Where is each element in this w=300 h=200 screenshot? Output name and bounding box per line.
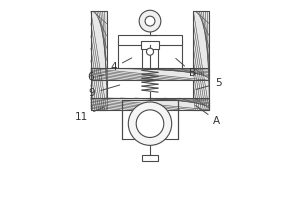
Bar (158, 41, 182, 68)
Bar (122, 100, 178, 139)
Ellipse shape (128, 102, 172, 145)
Text: B: B (176, 58, 196, 78)
Circle shape (139, 10, 161, 32)
Bar (147, 119, 153, 129)
Bar (118, 35, 182, 45)
Text: 5: 5 (196, 78, 222, 89)
Text: A: A (196, 106, 220, 126)
Bar (146, 114, 154, 134)
Ellipse shape (136, 110, 164, 137)
Text: 11: 11 (75, 107, 104, 122)
Bar (106, 80, 194, 98)
Circle shape (145, 16, 155, 26)
Bar (91, 11, 106, 110)
Bar (142, 155, 158, 161)
Text: 4: 4 (111, 58, 132, 72)
Circle shape (146, 48, 154, 55)
Bar (194, 11, 209, 110)
Bar (141, 41, 159, 49)
Bar (118, 41, 142, 68)
Text: 9: 9 (89, 85, 120, 98)
Bar (91, 68, 209, 80)
Text: 6: 6 (87, 72, 104, 82)
Bar (91, 98, 209, 110)
